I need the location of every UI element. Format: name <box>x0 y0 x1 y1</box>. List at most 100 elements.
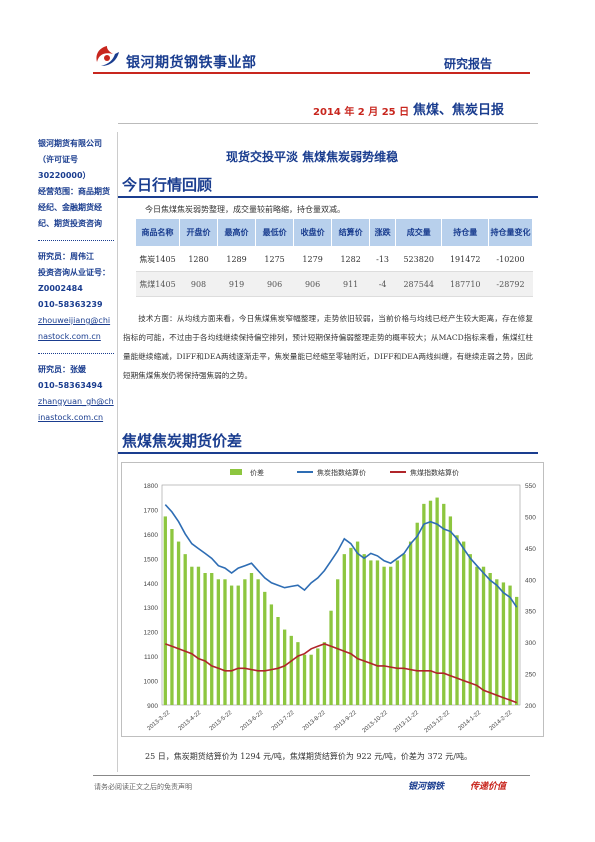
spread-bar <box>355 541 360 705</box>
left-axis-tick-label: 1800 <box>144 483 159 490</box>
spread-bar <box>190 566 194 705</box>
sidebar: 银河期货有限公司 （许可证号30220000） 经营范围：商品期货经纪、金融期货… <box>38 136 114 434</box>
table-row: 焦炭1405 1280 1289 1275 1279 1282 -13 5238… <box>135 246 533 272</box>
table-cell: -10200 <box>488 246 533 272</box>
left-axis-tick-label: 1400 <box>144 581 159 588</box>
spread-bar <box>369 560 373 705</box>
x-axis-tick-label: 2013-9-22 <box>333 710 358 733</box>
spread-chart: 900 1000 1100 1200 1300 1400 1500 1600 1700 1800 2… <box>121 462 544 737</box>
spread-bar <box>309 654 313 705</box>
x-axis-tick-label: 2013-6-22 <box>240 710 265 733</box>
table-header-cell: 涨跌 <box>369 218 397 247</box>
spread-bar <box>296 642 300 705</box>
researcher1-email-link[interactable]: zhouweijiang@chinastock.com.cn <box>38 316 111 341</box>
spread-bar <box>428 500 433 705</box>
table-cell: 1280 <box>179 246 218 272</box>
section-title-spread: 焦煤焦炭期货价差 <box>122 432 243 450</box>
report-type: 研究报告 <box>444 57 493 71</box>
galaxy-logo-icon <box>96 46 119 66</box>
spread-bar <box>408 541 413 705</box>
table-cell: -28792 <box>488 271 533 297</box>
spread-bar <box>282 629 287 705</box>
spread-bar <box>203 573 207 705</box>
x-axis-tick-label: 2014-2-22 <box>488 710 513 733</box>
sidebar-divider <box>38 353 114 354</box>
table-cell: 919 <box>217 271 256 297</box>
table-cell: 287544 <box>395 271 442 297</box>
legend-swatch-spread <box>230 469 242 475</box>
left-axis-tick-label: 1700 <box>144 507 159 514</box>
left-axis-tick-label: 1000 <box>144 679 159 686</box>
spread-bar <box>515 596 519 705</box>
table-cell: 908 <box>179 271 218 297</box>
table-header-cell: 收盘价 <box>293 218 333 247</box>
headline: 现货交投平淡 焦煤焦炭弱势维稳 <box>226 150 399 164</box>
coal-price-line <box>165 643 517 704</box>
report-title: 焦煤、焦炭日报 <box>413 103 505 118</box>
spread-bar <box>276 617 280 705</box>
spread-bar <box>508 585 512 705</box>
x-axis-tick-label: 2013-4-22 <box>178 710 203 733</box>
spread-bar <box>461 541 466 705</box>
spread-bar <box>362 554 366 705</box>
right-axis-tick-label: 500 <box>525 514 536 521</box>
table-cell: 523820 <box>395 246 442 272</box>
spread-bar <box>322 642 327 705</box>
x-axis-tick-label: 2013-8-22 <box>302 710 327 733</box>
table-header-cell: 持仓量变化 <box>488 218 533 247</box>
legend-label: 焦煤指数结算价 <box>410 468 459 477</box>
right-axis-tick-label: 400 <box>525 577 536 584</box>
table-cell: 906 <box>293 271 332 297</box>
chart-caption: 25 日，焦炭期货结算价为 1294 元/吨，焦煤期货结算价为 922 元/吨，… <box>145 752 472 761</box>
table-cell: 1275 <box>255 246 294 272</box>
researcher1-phone: 010-58363239 <box>38 300 103 309</box>
spread-bar <box>196 566 201 705</box>
left-axis-tick-label: 1200 <box>144 630 159 637</box>
disclaimer-text: 请务必阅读正文之后的免责声明 <box>94 783 192 791</box>
spread-bar <box>455 535 459 705</box>
table-header-cell: 最低价 <box>255 218 295 247</box>
spread-bar <box>302 654 307 705</box>
spread-bar <box>289 635 293 705</box>
spread-bar <box>329 610 333 705</box>
table-header-row: 商品名称 开盘价 最高价 最低价 收盘价 结算价 涨跌 成交量 持仓量 持仓量变… <box>135 218 533 247</box>
spread-bar <box>210 573 214 705</box>
spread-bar <box>375 560 380 705</box>
table-cell: 焦煤1405 <box>135 271 180 297</box>
spread-bar <box>475 566 479 705</box>
researcher1-name: 研究员：周伟江 <box>38 252 94 261</box>
x-axis-tick-label: 2013-10-22 <box>362 710 390 735</box>
company-name: 银河期货钢铁事业部 <box>126 55 257 71</box>
slogan-brand: 银河钢铁 <box>408 782 445 792</box>
spread-bar <box>481 566 486 705</box>
coke-price-line <box>164 504 518 608</box>
table-cell: 191472 <box>441 246 489 272</box>
spread-bar <box>229 585 234 705</box>
table-cell: 焦炭1405 <box>135 246 180 272</box>
spread-bar <box>415 522 419 705</box>
researcher2-email-link[interactable]: zhangyuan_gh@chinastock.com.cn <box>38 397 114 422</box>
spread-bar <box>223 579 227 705</box>
legend-label: 焦炭指数结算价 <box>317 468 366 477</box>
spread-bar <box>269 604 274 705</box>
table-cell: 906 <box>255 271 294 297</box>
spread-bar <box>349 547 353 705</box>
table-cell: 187710 <box>441 271 489 297</box>
table-cell: 1289 <box>217 246 256 272</box>
spread-bar <box>243 579 247 705</box>
spread-bar <box>442 503 446 705</box>
spread-bar <box>448 516 453 705</box>
x-axis-tick-label: 2013-5-22 <box>209 710 234 733</box>
table-header-cell: 最高价 <box>217 218 257 247</box>
right-axis-tick-label: 300 <box>525 640 536 647</box>
subheader-divider <box>118 123 538 124</box>
right-axis-tick-label: 250 <box>525 672 536 679</box>
left-axis-tick-label: 1600 <box>144 532 159 539</box>
table-cell: -4 <box>369 271 396 297</box>
x-axis-tick-label: 2013-11-22 <box>393 710 421 734</box>
table-cell: 1279 <box>293 246 332 272</box>
spread-bar <box>389 566 393 705</box>
right-axis-tick-label: 550 <box>525 483 536 490</box>
legend-label: 价差 <box>250 468 264 477</box>
researcher2-name: 研究员：张媛 <box>38 365 86 374</box>
